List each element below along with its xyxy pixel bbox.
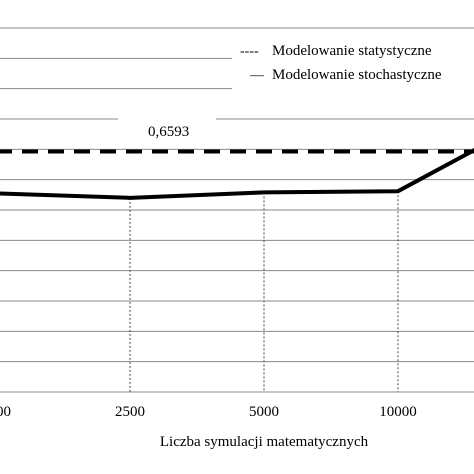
legend-background <box>232 38 474 90</box>
x-tick-labels: 1000 2500 5000 10000 <box>0 404 417 420</box>
x-axis-title: Liczba symulacji matematycznych <box>160 434 369 450</box>
legend-label-stochastyczne: Modelowanie stochastyczne <box>272 67 442 83</box>
x-tick-label: 2500 <box>115 404 145 420</box>
legend-label-statystyczne: Modelowanie statystyczne <box>272 43 432 59</box>
annotation-label: 0,6593 <box>148 124 189 140</box>
x-tick-label: 10000 <box>379 404 417 420</box>
gridlines <box>0 27 474 393</box>
legend-marker-solid: — <box>249 68 265 83</box>
series-line-stochastyczne <box>0 147 474 200</box>
x-tick-label: 1000 <box>0 404 11 420</box>
annotation-background <box>118 114 216 142</box>
x-tick-label: 5000 <box>249 404 279 420</box>
category-drop-lines <box>129 191 399 392</box>
series-lines <box>0 147 474 200</box>
legend-marker-dashed: ---- <box>240 44 259 59</box>
